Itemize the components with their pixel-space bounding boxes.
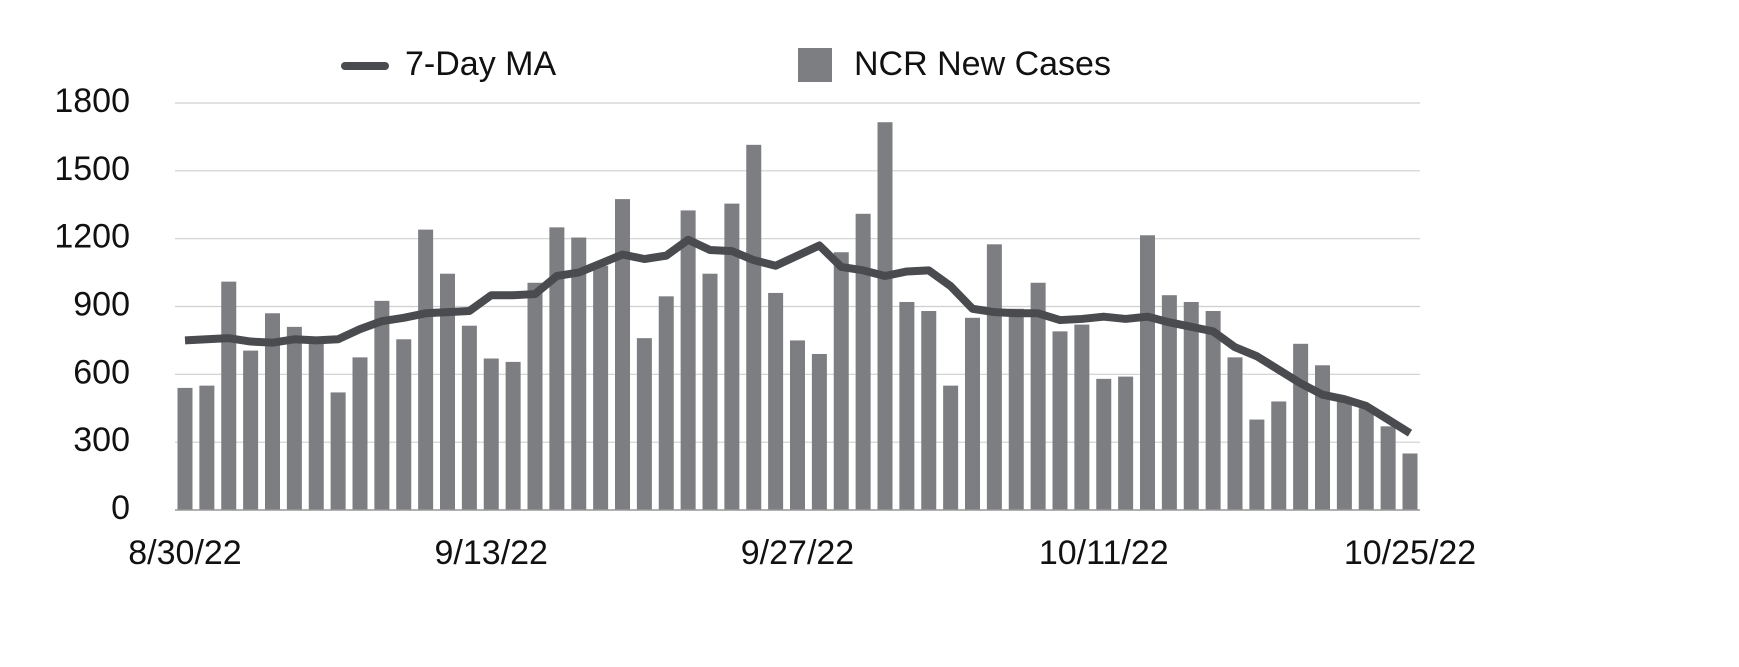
y-tick-label: 300 [73, 421, 130, 459]
bar [243, 350, 259, 510]
legend-swatch [798, 48, 832, 82]
y-tick-label: 1500 [54, 150, 130, 188]
bar [877, 122, 893, 510]
bar [1074, 324, 1090, 510]
bar [1380, 426, 1396, 510]
bar [1052, 331, 1068, 510]
bar [833, 252, 849, 510]
bar [724, 203, 740, 510]
bar [615, 199, 630, 510]
bar [1402, 453, 1418, 510]
bar [1183, 301, 1199, 510]
bar [1030, 282, 1046, 510]
bar [549, 227, 565, 510]
bar [1336, 401, 1352, 510]
bar [527, 282, 543, 510]
y-tick-label: 600 [73, 353, 130, 391]
bar [943, 385, 959, 510]
bar [965, 317, 980, 510]
y-tick-label: 1200 [54, 218, 130, 256]
bar [308, 340, 324, 510]
ma-line [184, 235, 1413, 437]
bar [330, 392, 346, 510]
bar [790, 340, 805, 510]
bar [811, 353, 827, 510]
bar [921, 311, 937, 510]
bar [986, 244, 1002, 510]
bar [265, 313, 280, 510]
x-tick-label: 9/13/22 [435, 534, 548, 572]
legend-label: 7-Day MA [405, 45, 556, 83]
bar [702, 273, 718, 510]
bar [1249, 419, 1265, 510]
bar [680, 210, 696, 510]
bar [1293, 343, 1309, 510]
bar [418, 229, 434, 510]
bar [440, 273, 455, 510]
bar [855, 213, 871, 511]
bar [768, 292, 784, 510]
bar [1008, 308, 1024, 510]
x-tick-label: 9/27/22 [741, 534, 854, 572]
bar [505, 361, 521, 510]
bar [483, 358, 499, 510]
bar [396, 339, 412, 510]
bar [1227, 357, 1243, 510]
bar [1271, 401, 1287, 510]
bar [899, 301, 915, 510]
bar [658, 296, 674, 510]
y-tick-label: 0 [111, 489, 130, 527]
bar [1161, 295, 1177, 510]
bar [286, 326, 302, 510]
bar [374, 300, 390, 510]
y-tick-label: 1800 [54, 82, 130, 120]
bar [1205, 311, 1221, 510]
bar [636, 338, 652, 510]
y-tick-label: 900 [73, 285, 130, 323]
x-tick-label: 8/30/22 [128, 534, 241, 572]
bar [199, 385, 215, 510]
bar [177, 387, 193, 510]
bar [221, 281, 237, 510]
bar [1358, 408, 1374, 510]
legend-label: NCR New Cases [854, 45, 1111, 83]
bar [1315, 365, 1330, 510]
x-tick-label: 10/25/22 [1344, 534, 1476, 572]
bar [352, 357, 368, 510]
bar [593, 265, 609, 510]
bar [1096, 378, 1112, 510]
bar [746, 144, 762, 510]
x-tick-label: 10/11/22 [1039, 534, 1169, 572]
bar [1140, 235, 1155, 510]
bar [461, 325, 477, 510]
bar [1118, 376, 1134, 510]
bar [571, 237, 587, 510]
